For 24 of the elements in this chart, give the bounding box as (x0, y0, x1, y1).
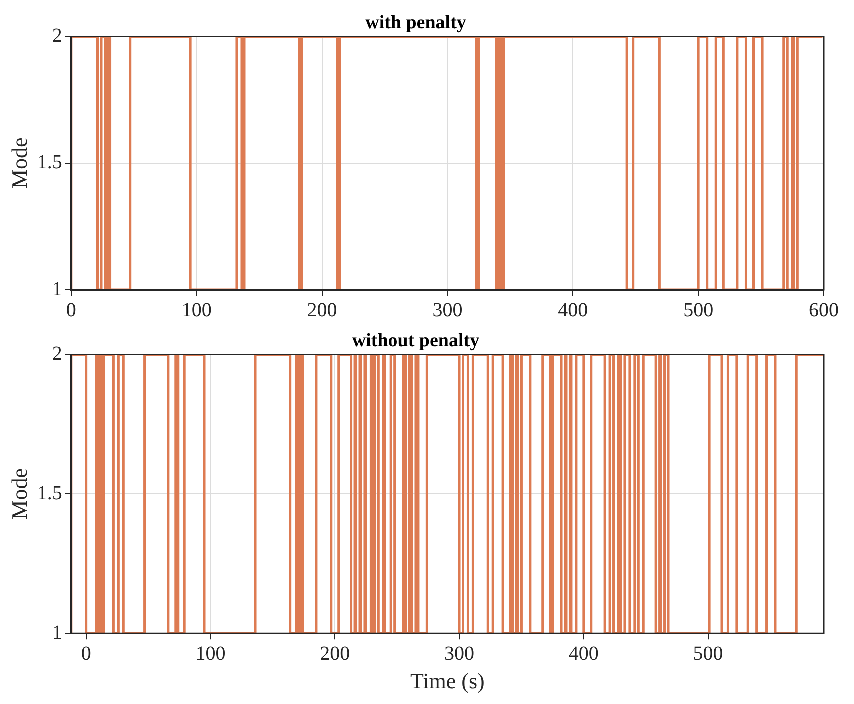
x-tick-label: 200 (307, 299, 338, 322)
x-tick-label: 100 (182, 299, 212, 322)
x-tick-label: 0 (66, 299, 76, 322)
y-tick-label: 1 (52, 278, 62, 300)
y-tick-label: 2 (52, 343, 62, 366)
x-tick-label: 200 (320, 642, 350, 665)
x-tick-label: 500 (684, 299, 714, 322)
x-tick-label: 400 (568, 642, 599, 665)
y-axis-title: Mode (6, 138, 32, 190)
x-tick-label: 400 (558, 299, 588, 322)
x-tick-label: 100 (196, 642, 226, 665)
chart-title: without penalty (352, 330, 480, 352)
x-tick-label: 300 (444, 642, 475, 665)
y-axis-title: Mode (6, 468, 32, 520)
y-tick-label: 2 (52, 25, 62, 48)
x-tick-label: 300 (432, 299, 463, 322)
chart-title: with penalty (366, 12, 467, 34)
x-tick-label: 0 (81, 642, 92, 665)
x-tick-label: 500 (693, 642, 724, 665)
x-axis-title: Time (s) (410, 668, 485, 694)
y-tick-label: 1.5 (37, 152, 62, 174)
y-tick-label: 1 (52, 622, 62, 644)
y-tick-label: 1.5 (37, 482, 62, 504)
x-tick-label: 600 (809, 299, 839, 322)
